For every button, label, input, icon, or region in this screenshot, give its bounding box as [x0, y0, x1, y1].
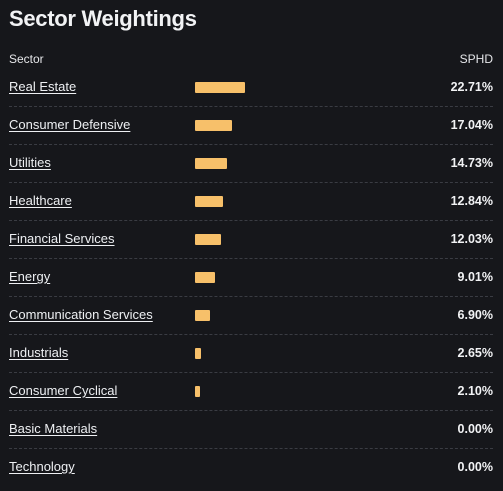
column-header-sector: Sector	[9, 52, 44, 66]
sector-link[interactable]: Energy	[9, 269, 51, 284]
table-row: Utilities 14.73%	[9, 145, 493, 183]
bar-track	[195, 462, 415, 473]
table-row: Healthcare 12.84%	[9, 183, 493, 221]
sector-link[interactable]: Consumer Cyclical	[9, 383, 118, 398]
bar-track	[195, 310, 415, 321]
weight-value: 12.03%	[450, 232, 493, 246]
weight-value: 0.00%	[457, 460, 493, 474]
weight-value: 0.00%	[457, 422, 493, 436]
weight-value: 6.90%	[457, 308, 493, 322]
bar-track	[195, 82, 415, 93]
bar-track	[195, 158, 415, 169]
sector-link[interactable]: Industrials	[9, 345, 69, 360]
table-row: Technology 0.00%	[9, 449, 493, 487]
column-header-fund: SPHD	[459, 52, 493, 66]
sector-link[interactable]: Technology	[9, 459, 75, 474]
weight-bar	[195, 234, 221, 245]
bar-track	[195, 386, 415, 397]
bar-track	[195, 234, 415, 245]
table-row: Basic Materials 0.00%	[9, 411, 493, 449]
weight-value: 17.04%	[450, 118, 493, 132]
table-row: Consumer Cyclical 2.10%	[9, 373, 493, 411]
weight-value: 2.10%	[457, 384, 493, 398]
table-row: Financial Services 12.03%	[9, 221, 493, 259]
weight-bar	[195, 386, 200, 397]
weight-bar	[195, 120, 232, 131]
bar-track	[195, 272, 415, 283]
sector-link[interactable]: Financial Services	[9, 231, 115, 246]
weight-value: 22.71%	[450, 80, 493, 94]
weight-value: 14.73%	[450, 156, 493, 170]
sector-link[interactable]: Real Estate	[9, 79, 77, 94]
table-header: Sector SPHD	[9, 52, 493, 68]
panel-title: Sector Weightings	[9, 6, 197, 31]
weight-bar	[195, 272, 215, 283]
bar-track	[195, 348, 415, 359]
sector-link[interactable]: Healthcare	[9, 193, 72, 208]
weight-bar	[195, 82, 245, 93]
weight-value: 9.01%	[457, 270, 493, 284]
weight-value: 2.65%	[457, 346, 493, 360]
weight-bar	[195, 348, 201, 359]
table-row: Industrials 2.65%	[9, 335, 493, 373]
weight-value: 12.84%	[450, 194, 493, 208]
bar-track	[195, 424, 415, 435]
table-row: Energy 9.01%	[9, 259, 493, 297]
sector-link[interactable]: Consumer Defensive	[9, 117, 131, 132]
weight-bar	[195, 196, 223, 207]
sector-link[interactable]: Basic Materials	[9, 421, 98, 436]
weight-bar	[195, 158, 227, 169]
weight-bar	[195, 310, 210, 321]
table-row: Communication Services 6.90%	[9, 297, 493, 335]
sector-link[interactable]: Utilities	[9, 155, 51, 170]
bar-track	[195, 120, 415, 131]
table-row: Real Estate 22.71%	[9, 69, 493, 107]
bar-track	[195, 196, 415, 207]
sector-link[interactable]: Communication Services	[9, 307, 153, 322]
sector-rows: Real Estate 22.71% Consumer Defensive 17…	[9, 69, 493, 487]
table-row: Consumer Defensive 17.04%	[9, 107, 493, 145]
